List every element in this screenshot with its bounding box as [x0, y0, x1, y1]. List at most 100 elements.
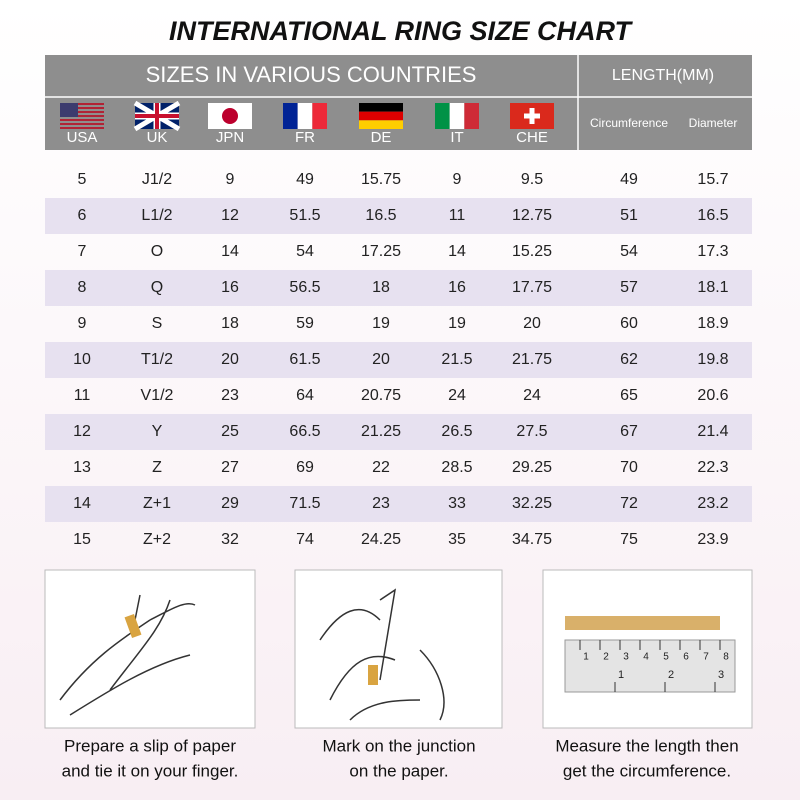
- paper-strip: [565, 616, 720, 630]
- cell: 62: [620, 351, 638, 368]
- flag-part: [60, 119, 104, 121]
- cell: 8: [78, 279, 87, 296]
- cell: 22: [372, 459, 390, 476]
- cell: 54: [620, 243, 638, 260]
- flag-part: [359, 111, 403, 121]
- flag-part: [60, 127, 104, 129]
- cell: 9: [78, 315, 87, 332]
- flag-part: [312, 103, 327, 129]
- cell: 15.75: [361, 171, 401, 188]
- cell: 9: [226, 171, 235, 188]
- flag-part: [135, 103, 179, 129]
- cell: Z: [152, 459, 162, 476]
- cell: 72: [620, 495, 638, 512]
- cell: V1/2: [141, 387, 174, 404]
- cell: 21.75: [512, 351, 552, 368]
- paper-strip: [124, 613, 142, 639]
- cell: 20.6: [697, 387, 728, 404]
- row-stripe: [45, 198, 752, 234]
- flag-part: [60, 103, 78, 117]
- flag-part: [222, 108, 238, 124]
- flag-part: [60, 123, 104, 125]
- country-label: DE: [371, 129, 392, 146]
- cell: 19.8: [697, 351, 728, 368]
- cell: J1/2: [142, 171, 172, 188]
- cell: 21.25: [361, 423, 401, 440]
- cell: 61.5: [289, 351, 320, 368]
- countries-label: SIZES IN VARIOUS COUNTRIES: [146, 62, 477, 87]
- step-caption: and tie it on your finger.: [62, 761, 239, 780]
- ruler-cm-label: 3: [623, 652, 629, 663]
- cell: 14: [448, 243, 466, 260]
- paper-strip: [368, 665, 378, 685]
- cell: 17.25: [361, 243, 401, 260]
- cell: 59: [296, 315, 314, 332]
- cell: 5: [78, 171, 87, 188]
- hand-sketch: [59, 594, 196, 716]
- cell: 15.7: [697, 171, 728, 188]
- ruler-inch-label: 1: [618, 669, 624, 681]
- cell: 18: [221, 315, 239, 332]
- cell: 21.4: [697, 423, 728, 440]
- step-caption: get the circumference.: [563, 761, 731, 780]
- ruler-inch-label: 2: [668, 669, 674, 681]
- step-caption: on the paper.: [349, 761, 448, 780]
- cell: 56.5: [289, 279, 320, 296]
- cell: 6: [78, 207, 87, 224]
- cell: 24: [523, 387, 541, 404]
- flag-part: [359, 103, 403, 112]
- hand-sketch: [319, 588, 445, 721]
- cell: 13: [73, 459, 91, 476]
- cell: 15.25: [512, 243, 552, 260]
- country-label: IT: [450, 129, 463, 146]
- cell: 57: [620, 279, 638, 296]
- step-caption: Mark on the junction: [322, 736, 475, 755]
- cell: 32: [221, 531, 239, 548]
- flag-part: [283, 103, 298, 129]
- cell: 12.75: [512, 207, 552, 224]
- cell: 67: [620, 423, 638, 440]
- cell: 17.3: [697, 243, 728, 260]
- country-label: USA: [67, 129, 98, 146]
- cell: 18.1: [697, 279, 728, 296]
- cell: 15: [73, 531, 91, 548]
- cell: 35: [448, 531, 466, 548]
- cell: 29: [221, 495, 239, 512]
- cell: 16: [448, 279, 466, 296]
- cell: 14: [73, 495, 91, 512]
- flag-part: [435, 103, 450, 129]
- ruler: [564, 639, 736, 693]
- illustration-frame: [294, 569, 503, 729]
- flag-part: [297, 103, 313, 129]
- cell: 18.9: [697, 315, 728, 332]
- cell: 32.25: [512, 495, 552, 512]
- cell: 12: [221, 207, 239, 224]
- country-label: CHE: [516, 129, 548, 146]
- ruler-labels: 1 2 3 4 5 6 7 81 2 3: [579, 640, 729, 692]
- length-column-label: Circumference: [590, 116, 668, 130]
- cell: 33: [448, 495, 466, 512]
- cell: 10: [73, 351, 91, 368]
- cell: 9: [453, 171, 462, 188]
- cell: 60: [620, 315, 638, 332]
- cell: 11: [449, 207, 466, 224]
- illustration-frame: [44, 569, 256, 729]
- cell: 19: [372, 315, 390, 332]
- cell: 70: [620, 459, 638, 476]
- cell: 74: [296, 531, 314, 548]
- cell: 69: [296, 459, 314, 476]
- cell: 65: [620, 387, 638, 404]
- cell: 20: [523, 315, 541, 332]
- length-column-label: Diameter: [689, 116, 738, 130]
- cell: 21.5: [441, 351, 472, 368]
- cell: 22.3: [697, 459, 728, 476]
- flag-part: [524, 108, 540, 124]
- ruler-cm-label: 4: [643, 652, 649, 663]
- cell: 28.5: [441, 459, 472, 476]
- cell: 49: [296, 171, 314, 188]
- cell: 20.75: [361, 387, 401, 404]
- flag-part: [464, 103, 479, 129]
- step-caption: Prepare a slip of paper: [64, 736, 236, 755]
- cell: Y: [152, 423, 163, 440]
- cell: 66.5: [289, 423, 320, 440]
